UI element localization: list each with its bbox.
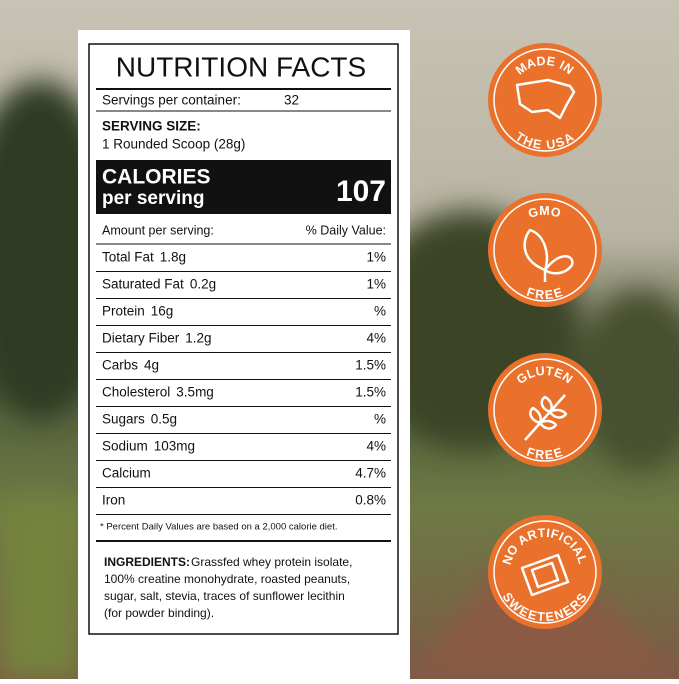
ingredients-line: (for powder binding). <box>104 606 214 620</box>
calories: 107 <box>336 175 386 208</box>
calories-label: per serving <box>102 188 204 209</box>
nutrient-name: Saturated Fat <box>102 277 184 292</box>
nutrient-dv: % <box>374 304 386 319</box>
ingredients-line: 100% creatine monohydrate, roasted peanu… <box>104 572 350 586</box>
nutrient-amount: 3.5mg <box>176 385 214 400</box>
nutrient-name: Calcium <box>102 466 151 481</box>
nutrient-dv: 4% <box>366 439 386 454</box>
nutrient-name: Protein <box>102 304 145 319</box>
footnote: * Percent Daily Values are based on a 2,… <box>100 522 337 533</box>
packet-icon <box>520 553 570 597</box>
badge-ring <box>493 198 597 302</box>
serving-size-label: SERVING SIZE: <box>102 119 201 134</box>
badge-bottom-text: THE USA <box>513 130 577 153</box>
nutrient-amount: 0.5g <box>151 412 177 427</box>
ingredients-line: sugar, salt, stevia, traces of sunflower… <box>104 589 345 603</box>
badge-top-text: MADE IN <box>513 54 576 78</box>
badge-top-text: GMO <box>527 204 562 221</box>
badge-ring <box>493 48 597 152</box>
nutrient-dv: 0.8% <box>355 493 386 508</box>
badge-circle <box>488 515 602 629</box>
nutrient-amount: 0.2g <box>190 277 216 292</box>
nutrient-name: Total Fat <box>102 250 154 265</box>
nutrient-name: Sodium <box>102 439 148 454</box>
leaf-icon <box>523 228 574 282</box>
serving-size: 1 Rounded Scoop (28g) <box>102 137 245 152</box>
nutrient-dv: 1.5% <box>355 385 386 400</box>
servings: 32 <box>284 93 299 108</box>
dv-header: % Daily Value: <box>306 223 386 237</box>
servings-label: Servings per container: <box>102 93 241 108</box>
badge-icons <box>515 78 576 597</box>
nutrient-name: Dietary Fiber <box>102 331 180 346</box>
nutrient-amount: 1.2g <box>185 331 211 346</box>
nutrient-dv: % <box>374 412 386 427</box>
ingredients-label: INGREDIENTS: <box>104 555 190 569</box>
nutrient-name: Iron <box>102 493 125 508</box>
ingredients-line: Grassfed whey protein isolate, <box>191 555 352 569</box>
nutrient-dv: 1.5% <box>355 358 386 373</box>
nutrient-dv: 4.7% <box>355 466 386 481</box>
title: NUTRITION FACTS <box>116 51 366 82</box>
calories-box <box>96 160 391 214</box>
badge-top-text: GLUTEN <box>514 364 575 387</box>
badge-top-text: MADE IN <box>513 54 577 78</box>
nutrient-dv: 1% <box>366 277 386 292</box>
badge: MADE IN THE USA <box>488 43 602 157</box>
wheat-icon <box>524 394 568 441</box>
label-panel <box>78 30 410 684</box>
nutrient-dv: 4% <box>366 331 386 346</box>
badge-top-text: GMO <box>527 204 563 221</box>
usa-icon <box>515 78 576 120</box>
badge-ring <box>493 520 597 624</box>
nutrient-name: Carbs <box>102 358 138 373</box>
badge-bottom-text: THE USA <box>513 130 576 153</box>
nutrient-name: Sugars <box>102 412 145 427</box>
nutrient-amount: 4g <box>144 358 159 373</box>
nutrient-dv: 1% <box>366 250 386 265</box>
nutrient-amount: 16g <box>151 304 174 319</box>
badge-ring <box>493 358 597 462</box>
label-border <box>88 43 399 635</box>
badge-circle <box>488 43 602 157</box>
amount-header: Amount per serving: <box>102 223 214 237</box>
badge-top-text: GLUTEN <box>514 364 576 387</box>
nutrient-amount: 1.8g <box>160 250 186 265</box>
nutrient-name: Cholesterol <box>102 385 170 400</box>
nutrient-amount: 103mg <box>154 439 195 454</box>
calories-label: CALORIES <box>102 166 211 189</box>
